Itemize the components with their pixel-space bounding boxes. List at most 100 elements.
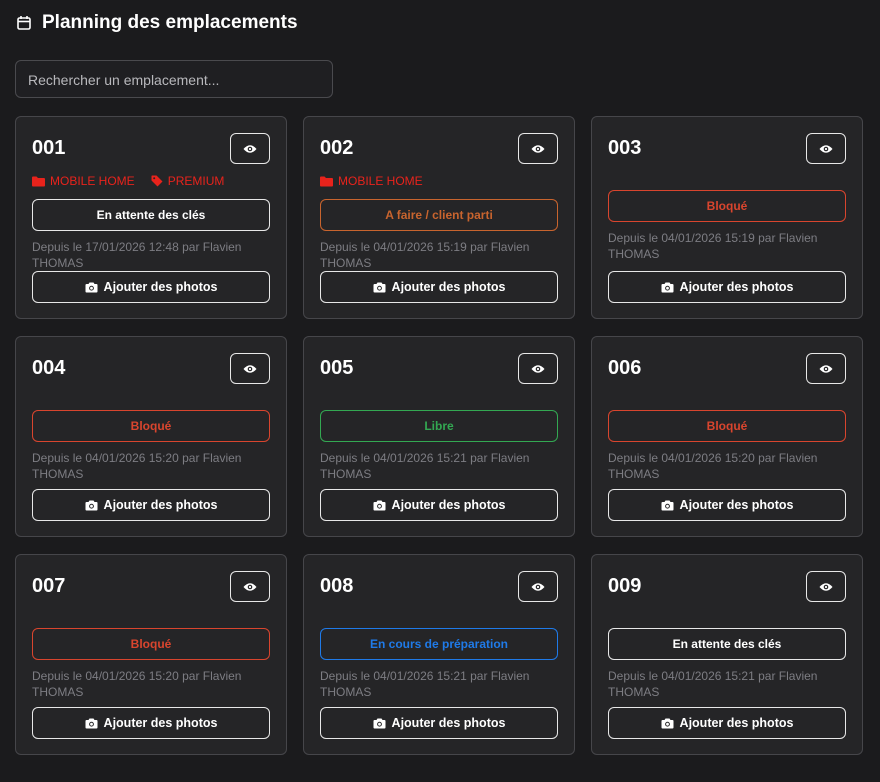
location-number: 005	[320, 357, 354, 379]
spacer	[320, 384, 558, 400]
location-number: 007	[32, 575, 66, 597]
status-since: Depuis le 04/01/2026 15:20 par Flavien T…	[32, 451, 242, 481]
location-card: 004 Bloqué Depuis le 04/01/2026 15:20 par …	[15, 336, 287, 537]
eye-icon	[819, 364, 833, 374]
add-photos-button[interactable]: Ajouter des photos	[320, 707, 558, 739]
status-button[interactable]: En attente des clés	[608, 628, 846, 660]
card-grid: 001 MOBILE HOME PREMIUM En attente des clés…	[15, 116, 863, 755]
view-button[interactable]	[806, 571, 846, 602]
add-photos-button[interactable]: Ajouter des photos	[320, 271, 558, 303]
button-label: Ajouter des photos	[103, 280, 218, 294]
spacer	[320, 602, 558, 618]
header: Planning des emplacements	[16, 12, 298, 34]
camera-icon	[373, 718, 386, 729]
status-since: Depuis le 04/01/2026 15:19 par Flavien T…	[608, 231, 818, 261]
camera-icon	[373, 282, 386, 293]
location-number: 006	[608, 357, 642, 379]
add-photos-button[interactable]: Ajouter des photos	[32, 271, 270, 303]
view-button[interactable]	[230, 571, 270, 602]
button-label: Ajouter des photos	[103, 498, 218, 512]
status-since: Depuis le 04/01/2026 15:21 par Flavien T…	[320, 451, 530, 481]
spacer	[32, 602, 270, 618]
tag: MOBILE HOME	[32, 174, 135, 188]
location-card: 005 Libre Depuis le 04/01/2026 15:21 par F…	[303, 336, 575, 537]
location-card: 008 En cours de préparation Depuis le 04/0…	[303, 554, 575, 755]
tag-list: MOBILE HOME	[320, 173, 558, 189]
eye-icon	[243, 582, 257, 592]
add-photos-button[interactable]: Ajouter des photos	[320, 489, 558, 521]
location-number: 008	[320, 575, 354, 597]
view-button[interactable]	[230, 133, 270, 164]
tag: MOBILE HOME	[320, 174, 423, 188]
status-since: Depuis le 17/01/2026 12:48 par Flavien T…	[32, 240, 242, 270]
spacer	[608, 602, 846, 618]
status-button[interactable]: Libre	[320, 410, 558, 442]
tag-label: PREMIUM	[167, 174, 225, 188]
button-label: Ajouter des photos	[391, 498, 506, 512]
status-button[interactable]: A faire / client parti	[320, 199, 558, 231]
status-button[interactable]: Bloqué	[32, 628, 270, 660]
add-photos-button[interactable]: Ajouter des photos	[32, 707, 270, 739]
eye-icon	[819, 582, 833, 592]
button-label: Ajouter des photos	[679, 716, 794, 730]
tag: PREMIUM	[151, 174, 225, 188]
location-number: 003	[608, 137, 642, 159]
spacer	[608, 164, 846, 180]
view-button[interactable]	[806, 133, 846, 164]
location-number: 001	[32, 137, 66, 159]
page-title: Planning des emplacements	[42, 12, 298, 33]
eye-icon	[243, 144, 257, 154]
calendar-icon	[17, 16, 31, 30]
eye-icon	[531, 144, 545, 154]
view-button[interactable]	[518, 133, 558, 164]
spacer	[608, 384, 846, 400]
status-button[interactable]: Bloqué	[32, 410, 270, 442]
folder-icon	[32, 176, 45, 187]
location-card: 007 Bloqué Depuis le 04/01/2026 15:20 par …	[15, 554, 287, 755]
button-label: Ajouter des photos	[391, 280, 506, 294]
button-label: Ajouter des photos	[103, 716, 218, 730]
status-since: Depuis le 04/01/2026 15:19 par Flavien T…	[320, 240, 530, 270]
tag-list: MOBILE HOME PREMIUM	[32, 173, 270, 189]
camera-icon	[85, 500, 98, 511]
location-number: 009	[608, 575, 642, 597]
view-button[interactable]	[806, 353, 846, 384]
view-button[interactable]	[230, 353, 270, 384]
add-photos-button[interactable]: Ajouter des photos	[32, 489, 270, 521]
status-since: Depuis le 04/01/2026 15:20 par Flavien T…	[32, 669, 242, 699]
eye-icon	[243, 364, 257, 374]
status-button[interactable]: En cours de préparation	[320, 628, 558, 660]
camera-icon	[661, 282, 674, 293]
camera-icon	[85, 282, 98, 293]
eye-icon	[531, 364, 545, 374]
camera-icon	[373, 500, 386, 511]
search-input[interactable]: Rechercher un emplacement...	[15, 60, 333, 98]
eye-icon	[531, 582, 545, 592]
status-button[interactable]: Bloqué	[608, 190, 846, 222]
tag-label: MOBILE HOME	[338, 174, 423, 188]
tag-label: MOBILE HOME	[50, 174, 135, 188]
add-photos-button[interactable]: Ajouter des photos	[608, 489, 846, 521]
status-button[interactable]: Bloqué	[608, 410, 846, 442]
status-since: Depuis le 04/01/2026 15:20 par Flavien T…	[608, 451, 818, 481]
camera-icon	[85, 718, 98, 729]
view-button[interactable]	[518, 571, 558, 602]
add-photos-button[interactable]: Ajouter des photos	[608, 707, 846, 739]
status-since: Depuis le 04/01/2026 15:21 par Flavien T…	[608, 669, 818, 699]
button-label: Ajouter des photos	[679, 498, 794, 512]
button-label: Ajouter des photos	[391, 716, 506, 730]
add-photos-button[interactable]: Ajouter des photos	[608, 271, 846, 303]
folder-icon	[320, 176, 333, 187]
status-button[interactable]: En attente des clés	[32, 199, 270, 231]
view-button[interactable]	[518, 353, 558, 384]
location-number: 004	[32, 357, 66, 379]
camera-icon	[661, 718, 674, 729]
status-since: Depuis le 04/01/2026 15:21 par Flavien T…	[320, 669, 530, 699]
spacer	[32, 384, 270, 400]
location-card: 001 MOBILE HOME PREMIUM En attente des clés…	[15, 116, 287, 319]
location-card: 009 En attente des clés Depuis le 04/01/20…	[591, 554, 863, 755]
location-card: 002 MOBILE HOME A faire / client parti Depu…	[303, 116, 575, 319]
camera-icon	[661, 500, 674, 511]
button-label: Ajouter des photos	[679, 280, 794, 294]
tag-icon	[151, 175, 163, 187]
